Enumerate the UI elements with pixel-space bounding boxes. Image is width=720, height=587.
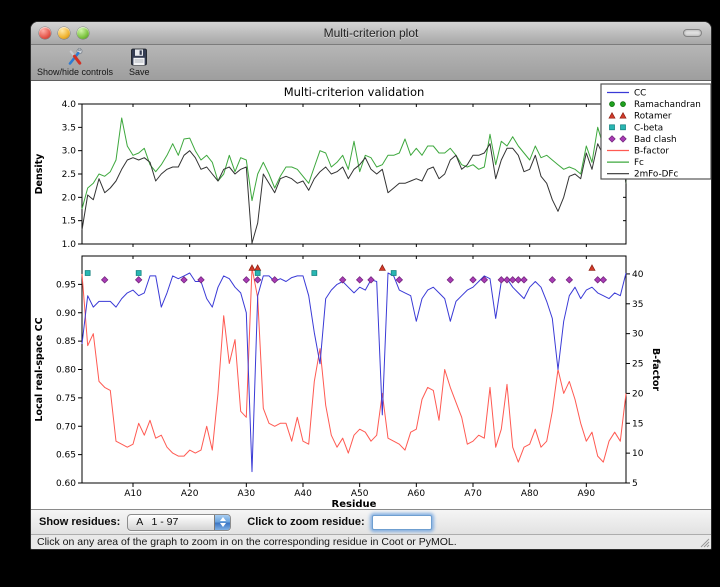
axis-ticks: [78, 103, 630, 487]
bfactor-tick-label: 25: [632, 360, 643, 370]
cc-tick-label: 0.65: [56, 451, 76, 461]
traffic-lights: [39, 27, 89, 39]
bfactor-axis-label: B-factor: [650, 348, 661, 391]
x-tick-label: A50: [351, 489, 369, 499]
zoom-residue-label: Click to zoom residue:: [247, 516, 365, 528]
legend-label: CC: [634, 89, 646, 99]
bfactor-tick-label: 40: [632, 270, 644, 280]
density-tick-label: 1.5: [62, 217, 76, 227]
density-tick-label: 1.0: [62, 240, 77, 250]
x-tick-label: A80: [521, 489, 539, 499]
bfactor-line: [81, 267, 627, 463]
show-hide-controls-button[interactable]: Show/hide controls: [37, 46, 113, 77]
show-residues-label: Show residues:: [39, 516, 121, 528]
minimize-button[interactable]: [58, 27, 70, 39]
c-beta-markers: [84, 270, 397, 276]
residue-range-dropdown[interactable]: A 1 - 97: [127, 513, 232, 531]
status-bar: Click on any area of the graph to zoom i…: [31, 534, 711, 549]
cc-tick-label: 0.95: [56, 280, 76, 290]
bfactor-tick-label: 5: [632, 479, 638, 489]
legend-label: C-beta: [634, 123, 663, 133]
multi-criterion-chart[interactable]: Multi-criterion validation A10 A20 A30 A40 A5…: [31, 81, 712, 509]
save-label: Save: [129, 67, 150, 77]
cc-tick-label: 0.70: [56, 422, 76, 432]
legend-label: Bad clash: [634, 135, 677, 145]
toolbar-toggle-pill[interactable]: [683, 29, 702, 37]
cc-line: [81, 272, 627, 473]
x-tick-label: A90: [578, 489, 596, 499]
x-tick-label: A30: [238, 489, 256, 499]
legend-label: 2mFo-DFc: [634, 170, 678, 180]
bad-clash-markers: [100, 276, 608, 284]
toolbar: Show/hide controls Save: [31, 45, 711, 81]
x-tick-label: A10: [124, 489, 142, 499]
density-tick-label: 3.5: [62, 123, 76, 133]
legend-label: Rotamer: [634, 112, 672, 122]
close-button[interactable]: [39, 27, 51, 39]
legend-label: B-factor: [634, 147, 669, 157]
x-tick-label: A20: [181, 489, 199, 499]
window-title: Multi-criterion plot: [323, 26, 419, 40]
save-button[interactable]: Save: [129, 46, 150, 77]
x-axis-label: Residue: [332, 499, 377, 509]
cc-tick-label: 0.75: [56, 394, 76, 404]
top-plot-frame: [81, 103, 627, 245]
density-2mfo-dfc-line: [81, 143, 627, 244]
legend-label: Fc: [634, 158, 644, 168]
density-tick-label: 3.0: [62, 147, 77, 157]
titlebar[interactable]: Multi-criterion plot: [31, 22, 711, 45]
fc-line: [81, 117, 627, 210]
cc-tick-label: 0.90: [56, 309, 76, 319]
cc-tick-label: 0.80: [56, 366, 76, 376]
bottom-plot-frame: [81, 255, 627, 484]
legend-label: Ramachandran: [634, 100, 701, 110]
status-text: Click on any area of the graph to zoom i…: [37, 536, 457, 548]
density-axis-label: Density: [34, 153, 45, 195]
cc-tick-label: 0.60: [56, 479, 76, 489]
cc-axis-label: Local real-space CC: [34, 317, 45, 421]
tools-icon: [64, 46, 86, 67]
density-tick-label: 2.0: [62, 193, 77, 203]
figure-area: Multi-criterion validation A10 A20 A30 A40 A5…: [31, 81, 711, 509]
density-tick-label: 4.0: [62, 100, 77, 110]
x-tick-label: A70: [464, 489, 482, 499]
zoom-residue-input[interactable]: [371, 514, 432, 530]
stepper-icon: [214, 514, 231, 530]
bfactor-tick-label: 15: [632, 419, 643, 429]
bfactor-tick-label: 20: [632, 389, 644, 399]
zoom-button[interactable]: [77, 27, 89, 39]
show-hide-controls-label: Show/hide controls: [37, 67, 114, 77]
bfactor-tick-label: 35: [632, 300, 643, 310]
x-tick-label: A60: [408, 489, 426, 499]
rotamer-markers: [248, 264, 596, 271]
residue-range-value: A 1 - 97: [136, 516, 179, 528]
bfactor-tick-label: 10: [632, 449, 644, 459]
chart-title: Multi-criterion validation: [284, 85, 425, 99]
density-tick-label: 2.5: [62, 170, 76, 180]
save-icon: [129, 46, 149, 67]
resize-grip-icon[interactable]: [698, 536, 710, 548]
controls-bar: Show residues: A 1 - 97 Click to zoom re…: [31, 509, 711, 534]
cc-tick-label: 0.85: [56, 337, 76, 347]
bfactor-tick-label: 30: [632, 330, 644, 340]
multi-criterion-plot-window: Multi-criterion plot Show/hide controls: [30, 21, 712, 550]
x-tick-label: A40: [294, 489, 312, 499]
